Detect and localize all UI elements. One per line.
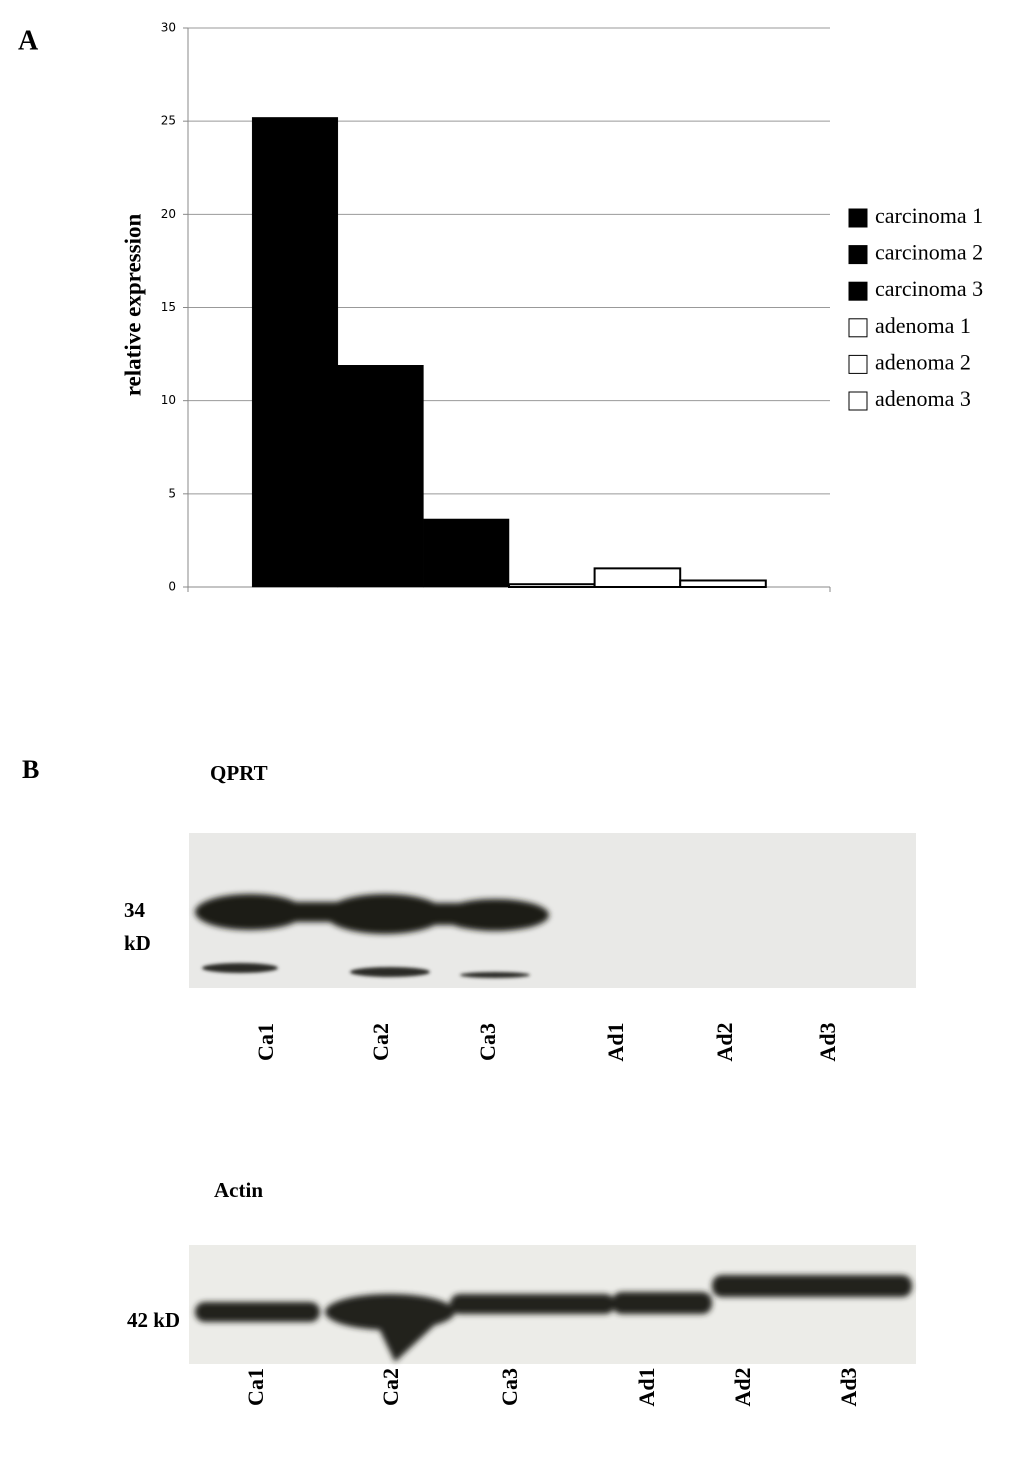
lane-label: Ca2: [378, 1368, 403, 1406]
lane-label: Ad3: [815, 1022, 840, 1061]
legend-label: carcinoma 2: [875, 240, 983, 265]
y-tick-label: 30: [161, 21, 176, 35]
lane-label: Ad1: [634, 1367, 659, 1406]
lane-label: Ad2: [712, 1022, 737, 1061]
bar: [337, 365, 424, 588]
legend-label: adenoma 2: [875, 349, 971, 374]
qprt-blot: [189, 833, 916, 988]
lane-label: Ca3: [497, 1368, 522, 1406]
lane-label: Ad2: [730, 1367, 755, 1406]
lane-label: Ca2: [368, 1023, 393, 1061]
blot-title: Actin: [214, 1178, 263, 1202]
panel-label: B: [22, 755, 39, 784]
actin-blot: [189, 1245, 916, 1364]
y-tick-label: 5: [168, 486, 176, 500]
bar: [251, 117, 339, 588]
bar: [679, 579, 767, 588]
size-marker: kD: [124, 931, 151, 955]
legend-swatch: [848, 245, 868, 265]
legend-swatch: [848, 318, 868, 338]
y-tick-label: 0: [168, 580, 176, 594]
lane-label: Ca3: [475, 1023, 500, 1061]
legend-label: carcinoma 3: [875, 276, 983, 301]
blot-title: QPRT: [210, 761, 268, 785]
legend-label: carcinoma 1: [875, 203, 983, 228]
y-tick-label: 10: [161, 393, 176, 407]
lane-label: Ad1: [603, 1022, 628, 1061]
panel-label: A: [18, 25, 39, 56]
lane-label: Ad3: [836, 1367, 861, 1406]
legend-label: adenoma 1: [875, 313, 971, 338]
lane-label: Ca1: [253, 1023, 278, 1061]
legend-label: adenoma 3: [875, 386, 971, 411]
size-marker: 42 kD: [127, 1308, 180, 1332]
size-marker: 34: [124, 898, 146, 922]
y-tick-label: 20: [161, 207, 176, 221]
y-tick-label: 15: [161, 300, 176, 314]
bar: [593, 567, 682, 588]
legend-swatch: [848, 208, 868, 228]
legend-swatch: [848, 391, 868, 411]
bar: [423, 518, 510, 588]
lane-label: Ca1: [243, 1368, 268, 1406]
y-axis-label: relative expression: [120, 214, 145, 397]
legend-swatch: [848, 354, 868, 374]
legend-swatch: [848, 281, 868, 301]
bar: [508, 583, 596, 589]
y-tick-label: 25: [161, 114, 176, 128]
